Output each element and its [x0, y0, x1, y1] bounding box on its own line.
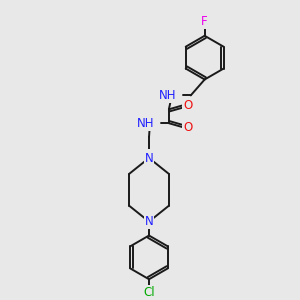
Text: N: N	[145, 215, 153, 228]
Text: O: O	[183, 121, 192, 134]
Text: N: N	[145, 152, 153, 164]
Text: F: F	[201, 15, 208, 28]
Text: O: O	[183, 99, 192, 112]
Text: NH: NH	[136, 117, 154, 130]
Text: NH: NH	[159, 89, 177, 102]
Text: Cl: Cl	[143, 286, 155, 299]
Text: N: N	[145, 149, 153, 163]
